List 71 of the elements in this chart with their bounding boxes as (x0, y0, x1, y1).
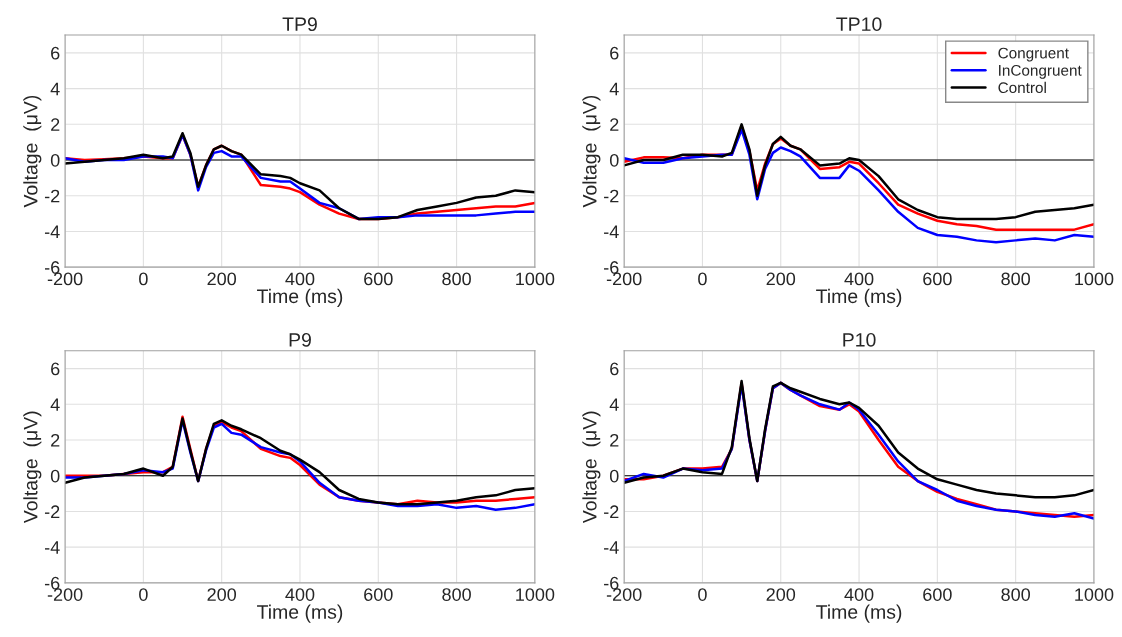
y-tick-label: -2 (44, 505, 60, 518)
y-tick-label: -6 (44, 576, 60, 590)
y-tick-label: 2 (51, 118, 60, 131)
x-tick-label: 800 (442, 588, 471, 601)
y-axis-title: Voltage (μV) (582, 411, 601, 524)
y-tick-label: -4 (604, 225, 619, 238)
y-tick-label: -4 (44, 541, 60, 554)
chart-title: TP10 (836, 17, 882, 32)
y-tick-label: 6 (610, 362, 619, 376)
y-tick-label: -4 (604, 541, 619, 554)
y-tick-label: -2 (604, 189, 619, 203)
x-tick-label: 1000 (516, 272, 555, 286)
y-axis-title: Voltage (μV) (23, 411, 42, 524)
y-tick-label: -6 (604, 261, 619, 274)
y-tick-label: 6 (51, 46, 60, 60)
x-tick-label: 0 (698, 588, 707, 601)
chart-title: P10 (843, 332, 876, 347)
x-axis-title: Time (ms) (257, 604, 343, 623)
legend-label: Control (998, 81, 1046, 94)
y-tick-label: 0 (50, 153, 60, 167)
y-tick-label: 4 (609, 82, 619, 96)
x-tick-label: 0 (139, 272, 148, 286)
x-axis-title: Time (ms) (816, 604, 902, 623)
x-tick-label: 200 (766, 272, 796, 286)
x-tick-label: -200 (606, 588, 642, 601)
x-tick-label: 400 (285, 272, 315, 286)
y-tick-label: 6 (51, 362, 60, 376)
y-tick-label: 2 (610, 433, 619, 447)
x-tick-label: 800 (1001, 272, 1031, 286)
y-tick-label: 0 (609, 469, 619, 483)
y-tick-label: 0 (609, 153, 619, 167)
y-tick-label: 4 (50, 82, 60, 96)
x-tick-label: 600 (923, 272, 952, 286)
x-tick-label: 400 (844, 272, 874, 286)
x-axis-title: Time (ms) (257, 288, 343, 307)
chart-title: P9 (289, 332, 311, 347)
y-tick-label: 0 (50, 469, 60, 483)
y-tick-label: 6 (610, 46, 619, 60)
legend-label: InCongruent (999, 64, 1082, 79)
chart-title: TP9 (282, 17, 317, 32)
y-tick-label: -6 (604, 576, 619, 590)
y-tick-label: -6 (44, 261, 60, 274)
x-tick-label: 0 (698, 272, 707, 286)
legend-label: Congruent (998, 47, 1069, 62)
y-axis-title: Voltage (μV) (23, 95, 42, 208)
x-tick-label: 800 (1001, 588, 1031, 601)
x-axis-title: Time (ms) (816, 288, 902, 307)
x-tick-label: 200 (766, 588, 796, 601)
y-tick-label: 4 (609, 398, 619, 411)
x-tick-label: -200 (606, 272, 642, 286)
x-tick-label: 1000 (1075, 588, 1114, 601)
y-tick-label: -2 (44, 189, 60, 203)
x-tick-label: 0 (139, 588, 148, 601)
x-tick-label: 600 (923, 588, 952, 601)
y-tick-label: -2 (604, 505, 619, 518)
y-tick-label: -4 (44, 225, 60, 238)
x-tick-label: 400 (844, 588, 874, 601)
x-tick-label: 600 (364, 588, 393, 601)
y-tick-label: 2 (610, 118, 619, 131)
x-tick-label: 200 (207, 272, 237, 286)
x-tick-label: 200 (207, 588, 237, 601)
x-tick-label: 800 (442, 272, 471, 286)
y-tick-label: 4 (50, 398, 60, 411)
x-tick-label: 1000 (1075, 272, 1114, 286)
x-tick-label: -200 (47, 588, 83, 601)
x-tick-label: 1000 (516, 588, 555, 601)
y-tick-label: 2 (51, 433, 60, 447)
y-axis-title: Voltage (μV) (582, 95, 601, 208)
x-tick-label: -200 (47, 272, 83, 286)
x-tick-label: 600 (364, 272, 393, 286)
x-tick-label: 400 (285, 588, 315, 601)
